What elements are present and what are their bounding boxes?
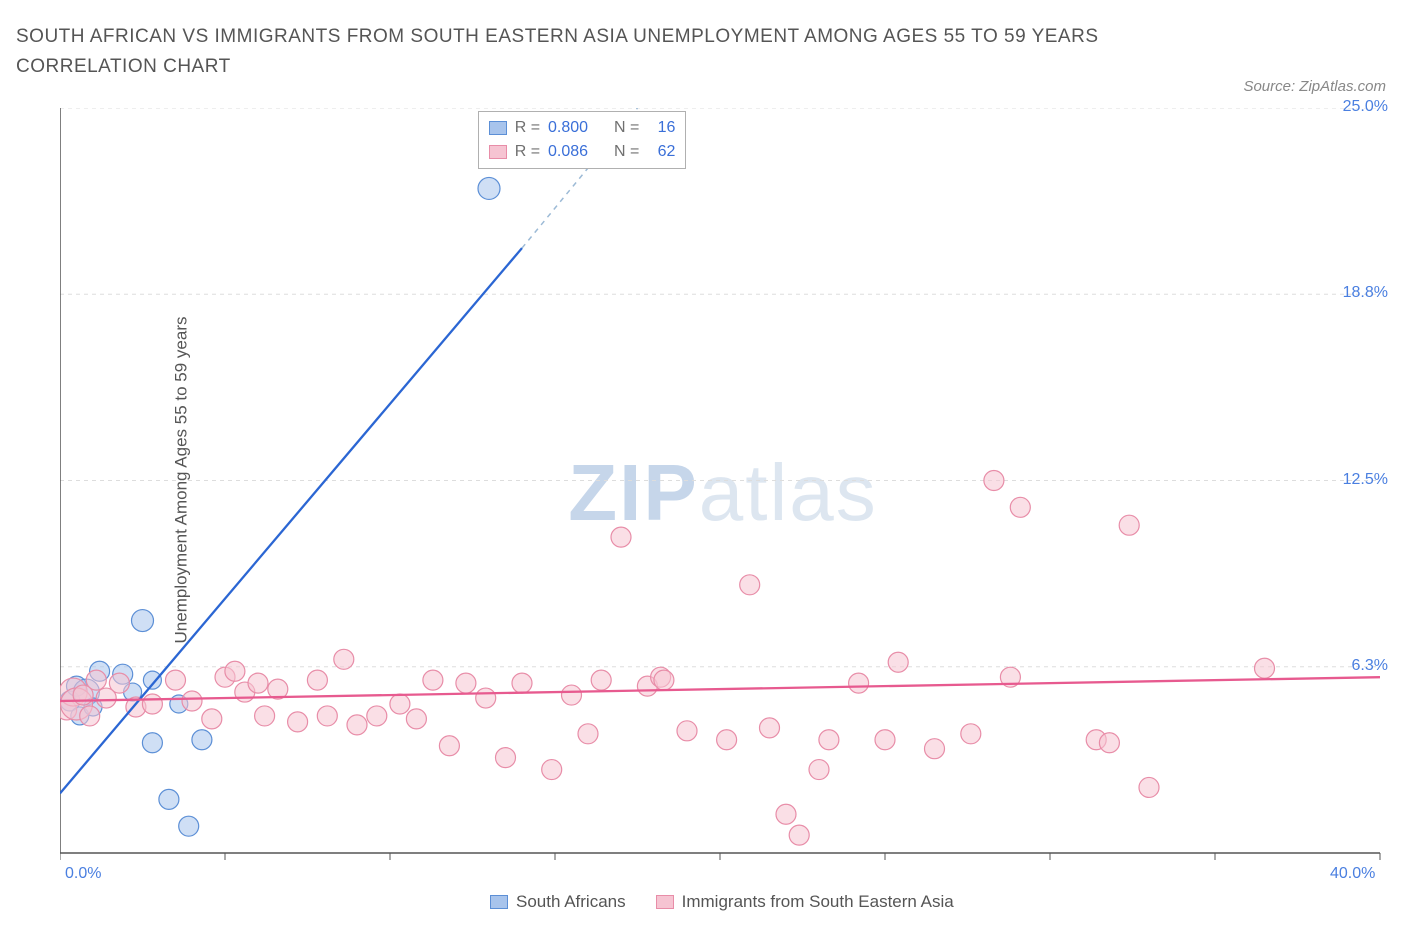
stat-label: R = xyxy=(515,140,540,164)
x-tick-label: 40.0% xyxy=(1330,865,1375,883)
stat-label: R = xyxy=(515,116,540,140)
stat-value: 0.086 xyxy=(548,140,606,164)
x-tick-label: 0.0% xyxy=(65,865,101,883)
legend-swatch xyxy=(656,895,674,909)
legend-swatch xyxy=(489,145,507,159)
chart-area: ZIPatlas R =0.800N =16R =0.086N =62 6.3%… xyxy=(60,108,1386,878)
scatter-plot xyxy=(60,108,1386,878)
legend-label: South Africans xyxy=(516,892,626,912)
y-tick-label: 25.0% xyxy=(1343,98,1388,116)
stat-value: 62 xyxy=(647,140,675,164)
legend-stats-row: R = 0.086 N = 62 xyxy=(489,140,676,164)
legend-stats-row: R = 0.800 N = 16 xyxy=(489,116,676,140)
legend-stats-box: R = 0.800 N = 16 R = 0.086 N = 62 xyxy=(478,111,687,169)
legend-swatch xyxy=(489,121,507,135)
legend-bottom: South Africans Immigrants from South East… xyxy=(490,892,954,912)
legend-swatch xyxy=(490,895,508,909)
y-tick-label: 6.3% xyxy=(1352,657,1388,675)
stat-label: N = xyxy=(614,116,639,140)
legend-item: Immigrants from South Eastern Asia xyxy=(656,892,954,912)
source-label: Source: ZipAtlas.com xyxy=(1243,78,1386,95)
legend-item: South Africans xyxy=(490,892,626,912)
y-tick-label: 18.8% xyxy=(1343,284,1388,302)
legend-label: Immigrants from South Eastern Asia xyxy=(682,892,954,912)
stat-label: N = xyxy=(614,140,639,164)
y-tick-label: 12.5% xyxy=(1343,471,1388,489)
chart-title: SOUTH AFRICAN VS IMMIGRANTS FROM SOUTH E… xyxy=(16,22,1116,83)
stat-value: 0.800 xyxy=(548,116,606,140)
stat-value: 16 xyxy=(647,116,675,140)
